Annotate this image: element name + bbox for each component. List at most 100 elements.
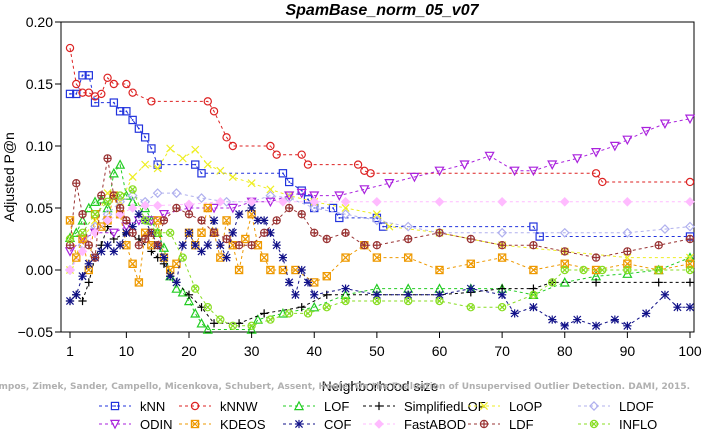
data-point-knnw — [65, 43, 75, 53]
chart-title: SpamBase_norm_05_v07 — [285, 2, 479, 19]
data-point-cof — [253, 216, 262, 225]
data-point-cof — [78, 272, 87, 281]
data-point-kdeos — [403, 253, 413, 262]
data-point-odin — [641, 126, 652, 137]
data-point-loop — [266, 185, 275, 194]
data-point-ldof — [371, 215, 382, 226]
x-tick-label: 100 — [678, 343, 702, 359]
credit-line: Campos, Zimek, Sander, Campello, Micenko… — [0, 382, 690, 392]
data-point-ldof — [152, 188, 163, 199]
data-point-kdeos — [197, 228, 206, 237]
series-line-ldf — [69, 158, 691, 260]
data-point-inflo — [466, 303, 476, 312]
data-point-ldf — [322, 234, 331, 244]
y-axis: −0.05 0.00 0.05 0.10 0.15 0.20 — [18, 14, 61, 340]
x-tick-label: 20 — [181, 343, 197, 359]
data-point-odin — [547, 160, 558, 170]
legend-item-ldf: LDF — [468, 417, 534, 432]
data-point-cof — [184, 228, 194, 237]
legend-item-loop: LoOP — [468, 399, 542, 414]
data-point-knnw — [353, 160, 363, 169]
legend-swatch-marker — [374, 401, 384, 411]
data-point-odin — [359, 185, 370, 195]
data-point-fastabod — [215, 196, 226, 207]
data-point-knnw — [72, 79, 81, 89]
data-point-inflo — [247, 321, 256, 330]
data-point-cof — [234, 210, 244, 219]
data-point-cof — [134, 210, 143, 219]
data-point-cof — [297, 265, 306, 275]
data-point-ldf — [115, 203, 125, 213]
data-point-knnw — [685, 177, 695, 187]
data-point-knn — [335, 213, 344, 223]
data-point-ldof — [221, 196, 232, 207]
data-point-lof — [177, 286, 188, 297]
data-point-knn — [278, 169, 288, 178]
data-point-ldf — [435, 228, 444, 237]
data-point-knnw — [228, 141, 238, 151]
x-axis-label: Neighborhood size — [322, 378, 439, 394]
data-point-ldf — [403, 234, 413, 244]
data-point-cof — [510, 309, 519, 318]
data-point-ldf — [591, 253, 601, 262]
data-point-cof — [172, 278, 181, 287]
data-point-cof — [228, 228, 237, 237]
data-point-kdeos — [560, 259, 569, 269]
x-axis: 1 10 20 30 40 50 60 70 80 90 100 — [66, 332, 702, 359]
data-point-fastabod — [497, 196, 507, 207]
data-point-inflo — [341, 296, 350, 306]
data-point-kdeos — [291, 265, 300, 275]
data-point-odin — [434, 166, 445, 177]
data-point-fastabod — [127, 203, 138, 213]
legend-swatch-marker — [293, 400, 305, 411]
data-point-lof — [684, 252, 696, 262]
x-tick-label: 40 — [306, 343, 322, 359]
data-point-odin — [572, 154, 583, 164]
data-point-ldf — [654, 240, 663, 250]
data-point-kdeos — [497, 253, 507, 262]
legend-label: SimplifiedLOF — [404, 399, 486, 414]
data-point-cof — [303, 278, 313, 287]
data-point-odin — [227, 203, 238, 214]
data-point-inflo — [435, 296, 444, 306]
data-point-knnw — [366, 169, 375, 178]
data-point-odin — [284, 191, 295, 201]
data-point-knnw — [84, 88, 93, 97]
data-point-odin — [509, 166, 520, 177]
data-point-loop — [228, 172, 237, 182]
x-tick-label: 70 — [494, 343, 510, 359]
data-point-knnw — [203, 97, 212, 106]
data-point-lof — [309, 301, 320, 312]
series-line-knnw — [69, 47, 690, 183]
data-point-ldof — [171, 188, 182, 199]
data-point-inflo — [529, 290, 538, 299]
x-tick-label: 30 — [244, 343, 260, 359]
data-point-knnw — [128, 88, 137, 97]
data-point-simplifiedlof — [654, 278, 663, 287]
data-point-lof — [202, 324, 213, 334]
data-point-ldf — [623, 247, 632, 256]
data-point-lof — [183, 295, 195, 306]
legend-swatch-marker — [479, 401, 489, 411]
data-point-knn — [134, 124, 144, 133]
x-tick-label: 90 — [620, 343, 636, 359]
data-point-cof — [203, 241, 212, 250]
data-point-loop — [153, 164, 162, 173]
data-point-loop — [141, 160, 150, 169]
data-point-fastabod — [340, 196, 351, 207]
data-point-fastabod — [184, 199, 194, 210]
data-point-cof — [166, 272, 175, 281]
data-point-cof — [310, 290, 319, 299]
data-point-cof — [341, 284, 350, 293]
data-point-cof — [266, 228, 275, 237]
data-point-kdeos — [435, 265, 444, 275]
data-point-odin — [158, 210, 170, 220]
data-point-cof — [291, 290, 300, 299]
data-point-ldf — [140, 234, 150, 244]
legend-swatch-marker — [110, 401, 120, 411]
data-point-loop — [216, 166, 225, 175]
data-point-ldof — [559, 227, 570, 238]
data-point-knn — [72, 89, 81, 99]
y-tick-label: 0.10 — [26, 138, 53, 154]
legend-label: ODIN — [140, 417, 173, 432]
